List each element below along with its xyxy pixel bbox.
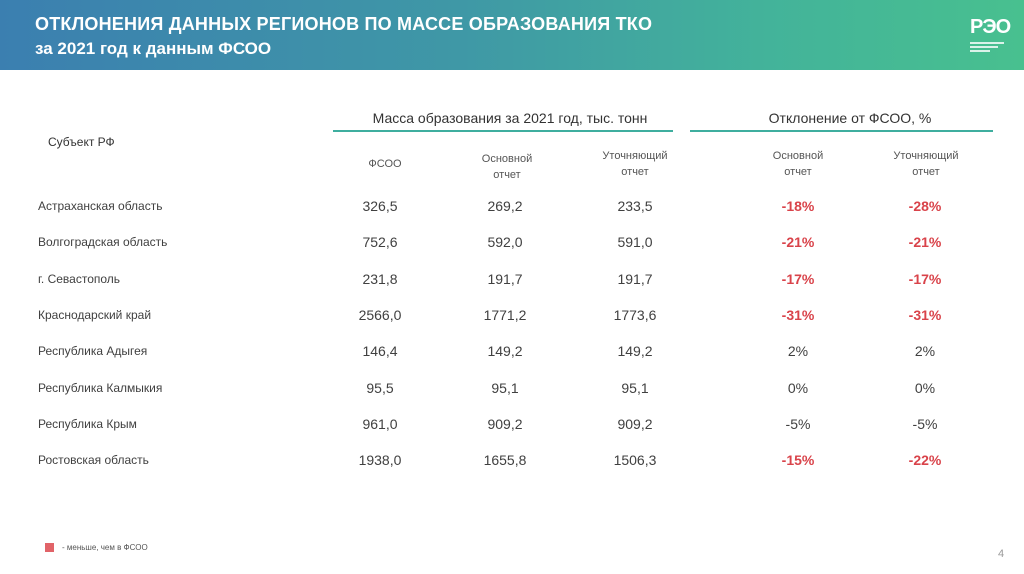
- column-header-clarify-line2: отчет: [621, 166, 649, 178]
- group-header-mass: Масса образования за 2021 год, тыс. тонн: [372, 110, 648, 126]
- table-cell-main: 1655,8: [483, 452, 527, 469]
- table-cell-main: 95,1: [491, 379, 519, 396]
- logo-line: [970, 42, 1004, 44]
- table-cell-dev-clarify: -21%: [908, 234, 942, 251]
- row-region-label: Республика Калмыкия: [38, 380, 163, 395]
- table-cell-fsoo: 961,0: [362, 415, 398, 432]
- table-cell-main: 149,2: [487, 343, 523, 360]
- row-region-label: Республика Адыгея: [38, 344, 148, 359]
- legend-text: - меньше, чем в ФСОО: [62, 543, 148, 552]
- row-region-label: Астраханская область: [38, 199, 163, 213]
- table-cell-dev-main: -5%: [785, 415, 811, 432]
- column-header-dev-clarify: Уточняющий отчет: [881, 148, 971, 180]
- table-cell-dev-main: 0%: [787, 379, 809, 396]
- logo-text: РЭО: [970, 16, 1011, 38]
- table-cell-dev-clarify: -17%: [908, 270, 942, 287]
- table-cell-clarify: 95,1: [621, 379, 649, 396]
- column-header-dev-clarify-line2: отчет: [912, 166, 940, 178]
- table-cell-dev-main: -31%: [781, 306, 815, 323]
- column-header-dev-main: Основной отчет: [753, 148, 843, 180]
- page-title: ОТКЛОНЕНИЯ ДАННЫХ РЕГИОНОВ ПО МАССЕ ОБРА…: [35, 14, 653, 34]
- table-cell-dev-main: -17%: [781, 270, 815, 287]
- table-cell-dev-clarify: 2%: [914, 343, 936, 360]
- logo-line: [970, 50, 990, 52]
- table-cell-dev-clarify: -31%: [908, 306, 942, 323]
- table-cell-dev-main: -18%: [781, 198, 815, 214]
- table-cell-clarify: 191,7: [617, 270, 653, 287]
- column-header-main-report: Основной отчет: [462, 151, 552, 183]
- row-region-label: Республика Крым: [38, 416, 137, 431]
- column-header-dev-main-line2: отчет: [784, 166, 812, 178]
- column-header-dev-main-line1: Основной: [772, 150, 824, 162]
- row-region-label: Ростовская область: [38, 453, 149, 468]
- row-region-label: Волгоградская область: [38, 235, 168, 250]
- group-underline-deviation: [690, 130, 993, 132]
- column-header-fsoo: ФСОО: [340, 156, 430, 172]
- table-cell-dev-main: -21%: [781, 234, 815, 251]
- group-underline-mass: [333, 130, 673, 132]
- table-cell-clarify: 1506,3: [613, 452, 657, 469]
- reo-logo: РЭО: [962, 14, 1011, 56]
- slide-header: ОТКЛОНЕНИЯ ДАННЫХ РЕГИОНОВ ПО МАССЕ ОБРА…: [0, 0, 1024, 70]
- page-subtitle: за 2021 год к данным ФСОО: [35, 39, 272, 58]
- subject-column-header: Субъект РФ: [48, 135, 115, 149]
- table-cell-main: 592,0: [487, 234, 523, 251]
- table-cell-clarify: 149,2: [617, 343, 653, 360]
- page-number: 4: [998, 548, 1005, 560]
- table-cell-fsoo: 146,4: [362, 343, 398, 360]
- table-cell-dev-clarify: -22%: [908, 452, 942, 469]
- table-cell-dev-main: -15%: [781, 452, 815, 469]
- column-header-clarify-line1: Уточняющий: [602, 150, 668, 162]
- table-cell-dev-clarify: -5%: [912, 415, 938, 432]
- column-header-dev-clarify-line1: Уточняющий: [893, 150, 959, 162]
- table-cell-main: 909,2: [487, 415, 523, 432]
- column-header-main-line2: отчет: [493, 169, 521, 181]
- table-cell-dev-main: 2%: [787, 343, 809, 360]
- table-cell-main: 269,2: [487, 198, 523, 214]
- table-cell-main: 191,7: [487, 270, 523, 287]
- column-header-fsoo-label: ФСОО: [368, 158, 402, 170]
- column-header-main-line1: Основной: [481, 153, 533, 165]
- table-cell-dev-clarify: -28%: [908, 198, 942, 214]
- row-region-label: г. Севастополь: [38, 271, 121, 286]
- table-cell-fsoo: 2566,0: [358, 306, 402, 323]
- table-cell-main: 1771,2: [483, 306, 527, 323]
- legend-swatch: [45, 543, 54, 552]
- column-header-clarify-report: Уточняющий отчет: [590, 148, 680, 180]
- logo-line: [970, 46, 998, 48]
- table-cell-fsoo: 1938,0: [358, 452, 402, 469]
- table-cell-fsoo: 231,8: [362, 270, 398, 287]
- table-cell-clarify: 233,5: [617, 198, 653, 214]
- table-cell-fsoo: 95,5: [366, 379, 394, 396]
- row-region-label: Краснодарский край: [38, 307, 152, 322]
- table-cell-clarify: 591,0: [617, 234, 653, 251]
- table-cell-clarify: 1773,6: [613, 306, 657, 323]
- table-cell-dev-clarify: 0%: [914, 379, 936, 396]
- table-cell-clarify: 909,2: [617, 415, 653, 432]
- table-cell-fsoo: 326,5: [362, 198, 398, 214]
- group-header-deviation: Отклонение от ФСОО, %: [768, 110, 932, 126]
- table-cell-fsoo: 752,6: [362, 234, 398, 251]
